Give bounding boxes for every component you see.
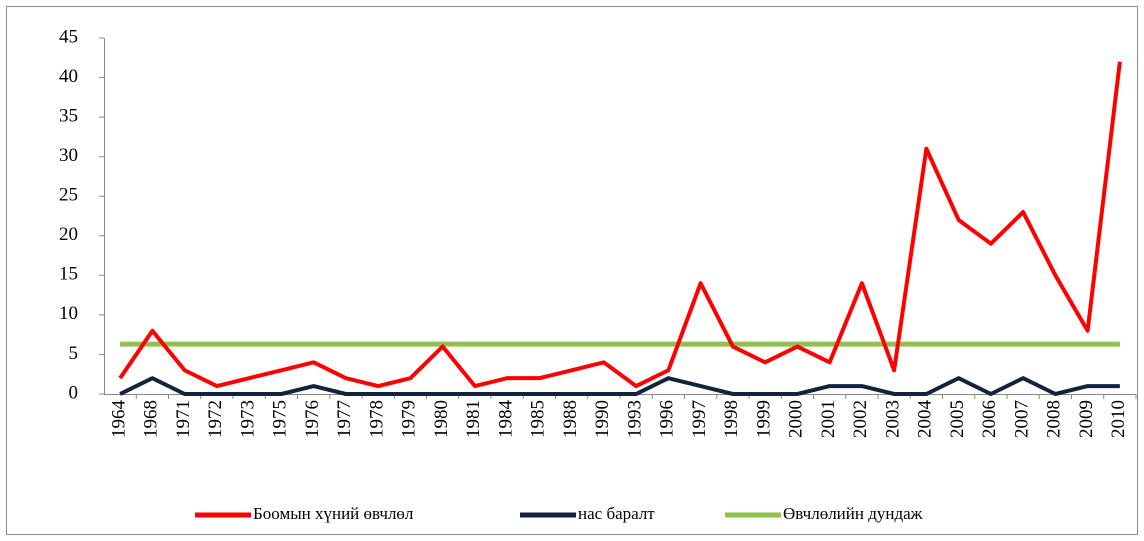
x-tick-label: 1972: [205, 400, 226, 438]
x-tick-label: 1997: [689, 400, 710, 438]
x-tick-label: 2008: [1044, 400, 1065, 438]
legend-label: Боомын хүний өвчлөл: [253, 504, 414, 523]
x-tick-label: 2003: [882, 400, 903, 438]
x-tick-label: 1976: [302, 400, 323, 438]
x-tick-label: 2005: [947, 400, 968, 438]
y-tick-label: 20: [59, 224, 78, 245]
x-tick-label: 1968: [141, 400, 162, 438]
x-tick-label: 1964: [108, 400, 129, 439]
x-tick-label: 1984: [495, 400, 516, 439]
y-tick-label: 25: [59, 185, 78, 206]
x-tick-label: 2006: [979, 400, 1000, 438]
y-tick-label: 45: [59, 26, 78, 47]
x-tick-label: 2009: [1076, 400, 1097, 438]
y-tick-label: 35: [59, 105, 78, 126]
x-tick-label: 2001: [818, 400, 839, 438]
x-tick-label: 1979: [399, 400, 420, 438]
x-tick-label: 1977: [334, 400, 355, 438]
x-tick-label: 2004: [915, 400, 936, 439]
y-tick-label: 15: [59, 264, 78, 285]
series-line: [119, 376, 1120, 396]
y-tick-label: 30: [59, 145, 78, 166]
x-tick-label: 1993: [624, 400, 645, 438]
chart-border: [6, 6, 1138, 535]
x-tick-label: 1975: [270, 400, 291, 438]
x-tick-label: 1985: [528, 400, 549, 438]
x-tick-label: 1980: [431, 400, 452, 438]
series-line: [118, 61, 1122, 389]
y-tick-label: 0: [69, 382, 79, 403]
x-tick-label: 1973: [237, 400, 258, 438]
x-tick-label: 1996: [657, 400, 678, 438]
x-tick-label: 2002: [850, 400, 871, 438]
y-tick-label: 10: [59, 303, 78, 324]
x-tick-label: 1998: [721, 400, 742, 438]
x-tick-label: 1978: [366, 400, 387, 438]
y-tick-label: 40: [59, 66, 78, 87]
x-tick-label: 2007: [1011, 400, 1032, 438]
legend-label: Өвчлөлийн дундаж: [783, 504, 923, 523]
x-tick-label: 1981: [463, 400, 484, 438]
x-tick-label: 1971: [173, 400, 194, 438]
x-tick-label: 2000: [786, 400, 807, 438]
x-tick-label: 1988: [560, 400, 581, 438]
legend-label: нас баралт: [578, 504, 655, 523]
y-tick-label: 5: [69, 343, 79, 364]
x-tick-label: 2010: [1108, 400, 1129, 438]
x-tick-label: 1999: [753, 400, 774, 438]
x-tick-label: 1990: [592, 400, 613, 438]
